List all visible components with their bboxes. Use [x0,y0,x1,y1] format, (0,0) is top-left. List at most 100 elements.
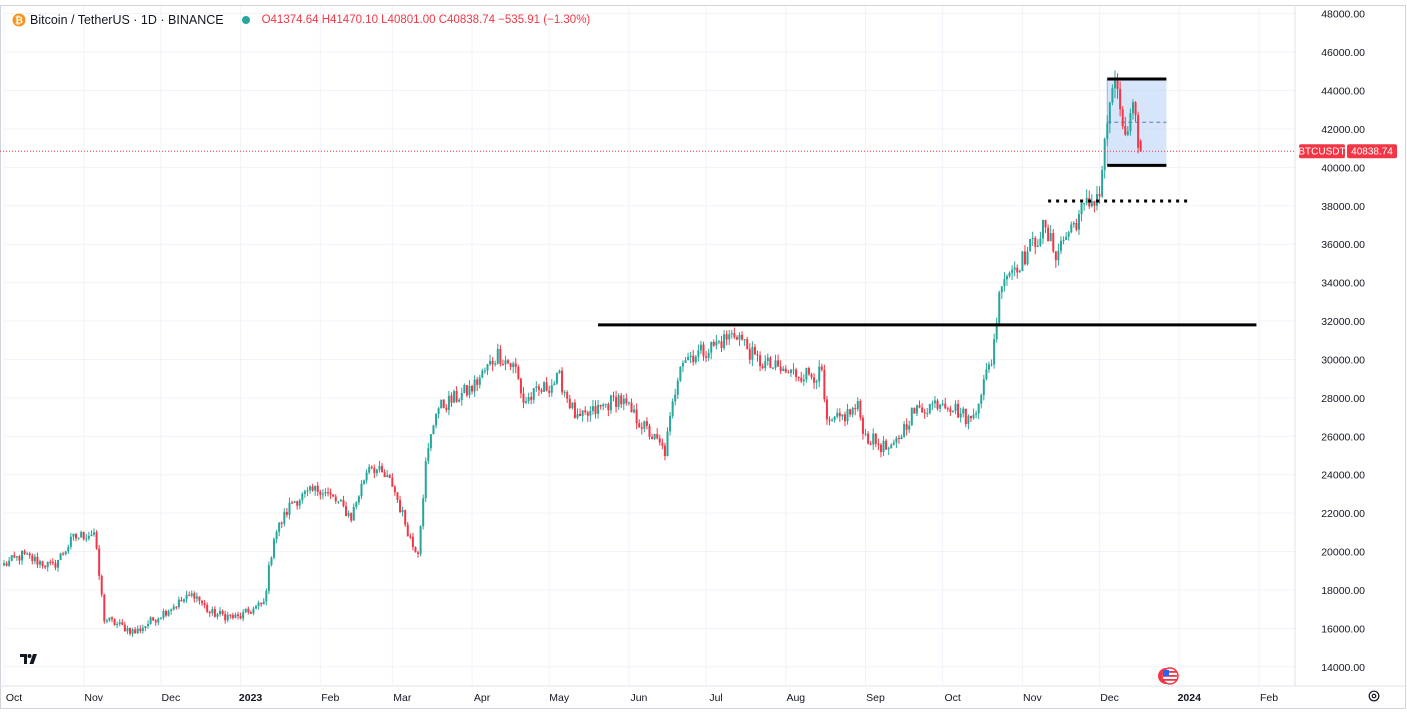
tradingview-logo-icon[interactable] [18,652,40,666]
candle-body [908,425,911,430]
candle-body [288,502,291,515]
candle-body [625,398,628,404]
candle-body [653,434,656,439]
candle-body [1003,279,1006,287]
candle-body [1041,219,1044,239]
candle-body [154,620,157,623]
x-tick-label: Feb [321,692,339,704]
candle-body [471,385,474,392]
candle-body [473,379,476,392]
candle-body [599,404,602,407]
y-tick-label: 24000.00 [1321,470,1365,482]
candle-body [933,400,936,404]
candle-body [746,339,749,350]
gear-icon[interactable] [1367,689,1381,703]
flag-icon[interactable] [1157,667,1179,685]
candle-body [1062,239,1065,241]
candle-body [422,498,425,527]
x-tick-label: 2024 [1178,692,1202,704]
candle-body [427,448,430,462]
candle-body [519,378,522,394]
candle-body [918,405,921,408]
candle-body [720,341,723,349]
candle-body [116,624,119,626]
candle-body [887,448,890,450]
candle-body [620,395,623,405]
candle-body [383,472,386,478]
candle-body [949,408,952,412]
candle-body [435,413,438,426]
x-tick-label: Dec [162,692,181,704]
candle-body [864,433,867,435]
candle-body [692,355,695,363]
candle-body [147,624,150,627]
y-tick-label: 30000.00 [1321,354,1365,366]
symbol-icon: ₿ [12,13,26,27]
candle-body [1108,102,1111,124]
candle-body [586,412,589,416]
candle-body [1139,140,1142,152]
candle-body [910,407,913,426]
candle-body [530,396,533,400]
candle-body [417,552,420,554]
candle-body [13,555,16,558]
candle-body [252,608,255,614]
candle-body [869,443,872,445]
candle-body [563,392,566,394]
candle-body [357,496,360,503]
candle-body [1113,80,1116,89]
candle-body [617,395,620,407]
candle-body [82,532,85,540]
candle-body [944,403,947,409]
candle-body [324,492,327,494]
y-tick-label: 16000.00 [1321,623,1365,635]
candle-body [239,616,242,619]
candle-body [373,467,376,474]
candle-body [226,614,229,621]
candle-body [707,352,710,358]
y-tick-label: 42000.00 [1321,124,1365,136]
price-axis[interactable]: 48000.00 46000.00 44000.00 42000.00 40000.00… [1321,9,1365,674]
candle-body [486,364,489,371]
candle-body [33,556,36,562]
y-tick-label: 28000.00 [1321,393,1365,405]
candle-body [468,385,471,396]
candle-body [424,461,427,499]
candle-body [738,334,741,340]
candle-body [414,547,417,553]
candle-body [676,380,679,395]
candle-body [267,565,270,591]
candle-body [152,617,155,621]
candle-body [733,333,736,338]
candle-body [388,475,391,478]
candle-body [1047,227,1050,242]
candle-body [447,395,450,410]
candle-body [1121,109,1124,127]
candle-body [455,391,458,402]
time-axis[interactable]: Oct Nov Dec 2023 Feb Mar Apr May Jun Jul Aug Sep Oct… [6,692,1278,704]
y-tick-label: 26000.00 [1321,431,1365,443]
candle-body [589,411,592,416]
candle-body [1029,239,1032,252]
candle-body [712,341,715,346]
candle-body [113,619,116,626]
candle-body [558,370,561,374]
candle-body [67,546,70,552]
candle-body [280,522,283,524]
x-tick-label: Nov [84,692,103,704]
candle-body [46,561,49,568]
candle-body [453,391,456,403]
candle-body [8,560,11,566]
candle-body [795,369,798,378]
candle-body [5,563,8,566]
candle-body [404,510,407,525]
candle-body [190,593,193,596]
candle-body [291,502,294,504]
grid [3,6,1295,686]
candle-body [283,511,286,524]
symbol-title[interactable]: Bitcoin / TetherUS · 1D · BINANCE [30,13,224,27]
candle-body [463,385,466,393]
candle-body [941,403,944,405]
candle-body [85,538,88,540]
